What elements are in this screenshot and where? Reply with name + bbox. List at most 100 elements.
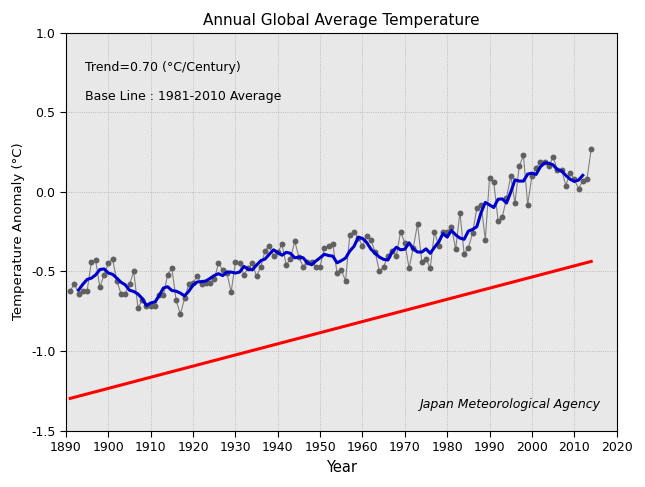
Point xyxy=(510,199,520,207)
Point xyxy=(120,290,130,298)
Point xyxy=(133,304,143,312)
Point xyxy=(425,264,435,272)
Point xyxy=(290,237,300,245)
Text: Japan Meteorological Agency: Japan Meteorological Agency xyxy=(419,398,600,411)
Point xyxy=(573,185,584,193)
Point xyxy=(226,288,236,296)
Point xyxy=(239,271,249,279)
Point xyxy=(438,228,448,236)
Point xyxy=(586,145,597,153)
Point xyxy=(209,276,219,283)
Point xyxy=(311,263,321,271)
Point xyxy=(247,260,257,267)
Point xyxy=(404,264,414,272)
Point xyxy=(285,255,295,262)
Point xyxy=(582,175,592,183)
Point xyxy=(175,311,186,318)
Point xyxy=(552,166,562,173)
Point xyxy=(319,244,330,251)
Point xyxy=(514,163,524,170)
Point xyxy=(480,236,490,244)
Point xyxy=(116,290,126,298)
Point xyxy=(374,267,384,275)
Point xyxy=(379,263,389,271)
Point xyxy=(497,213,508,221)
Point xyxy=(298,263,308,271)
Point xyxy=(171,296,181,304)
Point xyxy=(86,258,97,266)
Point xyxy=(179,295,190,302)
Point xyxy=(501,194,511,202)
Text: Trend=0.70 (°C/Century): Trend=0.70 (°C/Century) xyxy=(85,61,241,74)
Point xyxy=(255,263,266,271)
Point xyxy=(459,250,470,258)
Point xyxy=(421,255,431,262)
Point xyxy=(366,236,376,244)
Point xyxy=(561,182,571,189)
Point xyxy=(446,223,457,231)
Point xyxy=(150,302,160,310)
Y-axis label: Temperature Anomaly (°C): Temperature Anomaly (°C) xyxy=(12,143,26,320)
Point xyxy=(243,264,253,272)
Point xyxy=(323,242,333,250)
Point xyxy=(137,296,147,304)
Point xyxy=(539,158,550,166)
Point xyxy=(112,277,122,285)
Point xyxy=(201,279,211,286)
Point xyxy=(90,257,101,264)
Point xyxy=(222,269,232,277)
Point xyxy=(184,281,194,288)
Point xyxy=(192,272,203,280)
Point xyxy=(344,231,355,239)
Point xyxy=(341,277,351,285)
Point xyxy=(463,244,473,251)
Point xyxy=(65,287,75,295)
Point xyxy=(306,258,317,266)
Point xyxy=(196,281,206,288)
Point xyxy=(273,248,283,256)
Point xyxy=(99,271,109,279)
Point xyxy=(353,234,363,242)
Point xyxy=(412,220,422,227)
Point xyxy=(74,290,84,298)
Point xyxy=(188,279,198,286)
Point xyxy=(489,178,499,186)
Point xyxy=(362,233,372,241)
Point xyxy=(163,271,173,279)
Point xyxy=(531,164,541,172)
Point xyxy=(535,158,546,166)
Point xyxy=(217,266,228,274)
Point xyxy=(548,153,559,161)
Point xyxy=(264,242,275,250)
Point xyxy=(569,175,579,183)
Point xyxy=(336,266,346,274)
Point xyxy=(268,252,279,260)
Point xyxy=(213,260,224,267)
Point xyxy=(230,258,241,266)
Point xyxy=(141,302,152,310)
Point xyxy=(522,201,533,208)
Point xyxy=(442,228,452,236)
Text: Base Line : 1981-2010 Average: Base Line : 1981-2010 Average xyxy=(85,91,282,104)
Point xyxy=(433,242,444,250)
Point xyxy=(205,279,215,286)
Point xyxy=(260,247,270,255)
Point xyxy=(387,247,397,255)
Point xyxy=(158,291,168,299)
Point xyxy=(476,201,486,208)
Point xyxy=(408,244,419,251)
Point xyxy=(252,272,262,280)
Point xyxy=(235,260,245,267)
Point xyxy=(506,172,516,180)
Point xyxy=(154,291,164,299)
Point xyxy=(455,209,465,217)
Point xyxy=(471,204,482,212)
Point xyxy=(124,281,135,288)
Point xyxy=(69,281,79,288)
Point xyxy=(293,253,304,261)
Point xyxy=(82,287,92,295)
Point xyxy=(128,267,139,275)
Point xyxy=(357,242,368,250)
Point xyxy=(328,241,338,248)
Title: Annual Global Average Temperature: Annual Global Average Temperature xyxy=(203,13,480,27)
